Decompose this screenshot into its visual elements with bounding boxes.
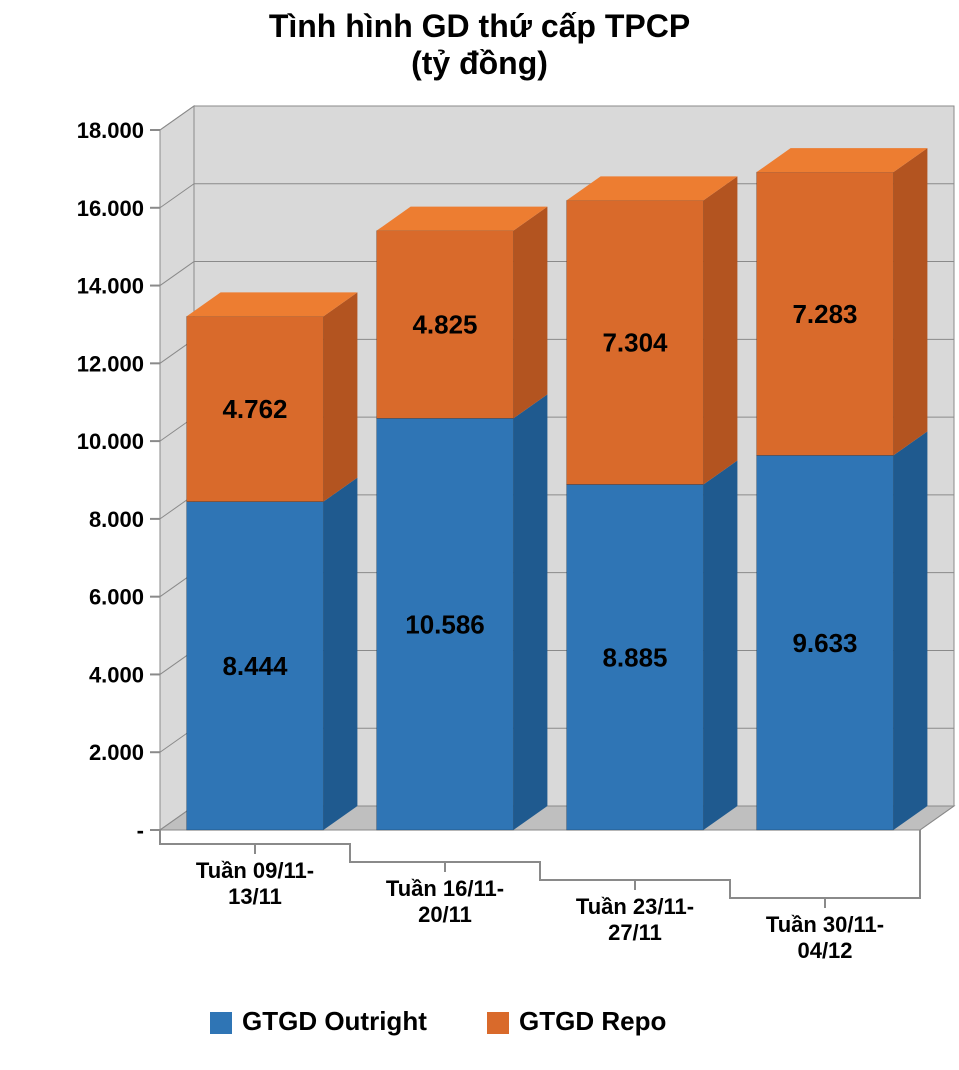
legend-label: GTGD Repo bbox=[519, 1006, 666, 1036]
bar-value-label: 4.825 bbox=[412, 310, 477, 340]
x-tick-label: Tuần 23/11- bbox=[576, 894, 694, 919]
chart-svg: - 2.000 4.000 6.000 8.000 10.000 12.000 14.000 1… bbox=[0, 0, 959, 1070]
bar-side bbox=[513, 394, 547, 830]
y-tick-label: 4.000 bbox=[89, 662, 144, 687]
chart-container: Tình hình GD thứ cấp TPCP (tỷ đồng) - 2.0… bbox=[0, 0, 959, 1070]
y-tick-label: 14.000 bbox=[77, 274, 144, 299]
bar-side bbox=[893, 148, 927, 455]
x-tick-label: Tuần 09/11- bbox=[196, 858, 314, 883]
x-tick-label: 27/11 bbox=[608, 920, 662, 945]
bar-value-label: 8.444 bbox=[222, 651, 288, 681]
y-tick-label: 6.000 bbox=[89, 585, 144, 610]
bar-side bbox=[893, 431, 927, 830]
legend: GTGD Outright GTGD Repo bbox=[210, 1006, 666, 1036]
bar-side bbox=[703, 460, 737, 830]
y-tick-label: 2.000 bbox=[89, 740, 144, 765]
y-tick-label: 16.000 bbox=[77, 196, 144, 221]
x-tick-label: 13/11 bbox=[228, 884, 282, 909]
y-tick-label: 12.000 bbox=[77, 351, 144, 376]
bar-side bbox=[323, 478, 357, 830]
bar-value-label: 7.304 bbox=[602, 328, 668, 358]
y-tick-label: 10.000 bbox=[77, 429, 144, 454]
bar-side bbox=[703, 176, 737, 484]
chart-title: Tình hình GD thứ cấp TPCP (tỷ đồng) bbox=[0, 8, 959, 82]
x-tick-label: 20/11 bbox=[418, 902, 472, 927]
x-tick-label: Tuần 16/11- bbox=[386, 876, 504, 901]
x-tick-label: 04/12 bbox=[797, 938, 852, 963]
bar-value-label: 9.633 bbox=[792, 628, 857, 658]
bar-side bbox=[513, 207, 547, 419]
legend-swatch bbox=[487, 1012, 509, 1034]
x-tick-label: Tuần 30/11- bbox=[766, 912, 884, 937]
legend-label: GTGD Outright bbox=[242, 1006, 427, 1036]
y-tick-label: - bbox=[137, 818, 144, 843]
bar-value-label: 4.762 bbox=[222, 394, 287, 424]
bar-side bbox=[323, 292, 357, 501]
y-tick-label: 18.000 bbox=[77, 118, 144, 143]
legend-swatch bbox=[210, 1012, 232, 1034]
y-tick-label: 8.000 bbox=[89, 507, 144, 532]
bar-value-label: 10.586 bbox=[405, 609, 485, 639]
bar-value-label: 7.283 bbox=[792, 299, 857, 329]
bar-value-label: 8.885 bbox=[602, 642, 667, 672]
